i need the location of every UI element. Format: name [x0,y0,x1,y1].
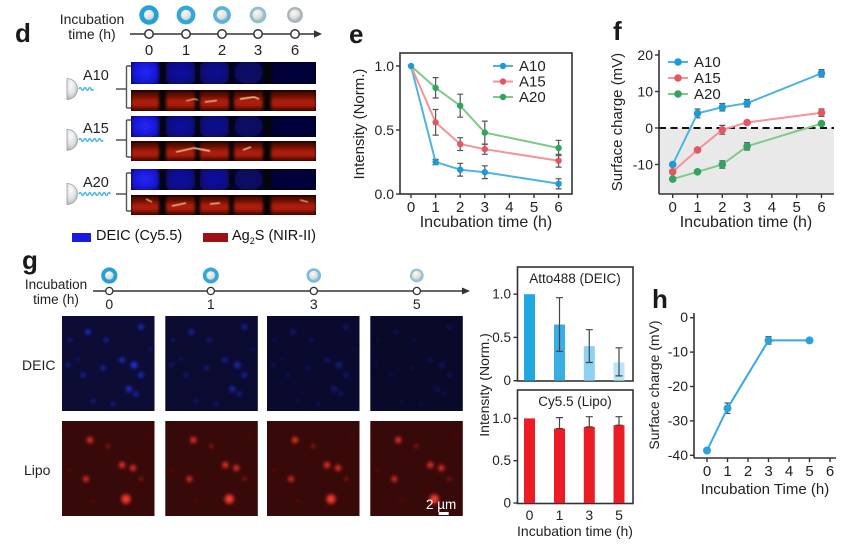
svg-text:-10: -10 [668,344,688,360]
svg-text:0: 0 [669,199,677,216]
svg-text:4: 4 [785,463,793,480]
svg-text:2: 2 [456,199,464,216]
svg-text:1: 1 [556,507,564,523]
svg-text:2 µm: 2 µm [426,497,456,512]
svg-text:1: 1 [207,296,215,312]
svg-text:0: 0 [526,507,534,523]
svg-text:0.5: 0.5 [375,122,395,138]
svg-text:0.5: 0.5 [492,453,511,468]
svg-text:3: 3 [743,199,751,216]
svg-text:5: 5 [413,296,421,312]
svg-text:10: 10 [637,84,653,100]
svg-text:5: 5 [805,463,813,480]
svg-text:20: 20 [637,47,653,63]
svg-text:A15: A15 [694,70,721,87]
svg-text:Incubation time (h): Incubation time (h) [517,523,633,539]
svg-text:1: 1 [182,42,190,58]
svg-text:1.0: 1.0 [492,287,511,302]
svg-text:A10: A10 [519,58,546,75]
svg-text:Intensity (Norm.): Intensity (Norm.) [480,333,492,436]
svg-text:1.0: 1.0 [375,58,395,74]
svg-text:3: 3 [764,463,772,480]
svg-text:1.0: 1.0 [492,411,511,426]
svg-text:-30: -30 [668,412,688,428]
svg-text:1: 1 [723,463,731,480]
svg-text:A10: A10 [694,54,721,71]
svg-text:1: 1 [693,199,701,216]
svg-text:0: 0 [407,199,415,216]
svg-text:Intensity (Norm.): Intensity (Norm.) [351,69,368,180]
svg-text:A20: A20 [694,86,721,103]
svg-text:3: 3 [585,507,593,523]
svg-text:4: 4 [768,199,776,216]
svg-text:0.5: 0.5 [492,330,511,345]
svg-text:1: 1 [431,199,439,216]
svg-text:A15: A15 [83,121,109,137]
svg-text:6: 6 [826,463,834,480]
svg-text:0: 0 [645,120,653,136]
svg-text:5: 5 [615,507,623,523]
svg-text:A10: A10 [83,68,109,84]
svg-text:0: 0 [105,296,113,312]
svg-text:6: 6 [291,42,299,58]
svg-text:0: 0 [503,496,511,511]
svg-text:2: 2 [218,42,226,58]
svg-text:0: 0 [703,463,711,480]
svg-text:-20: -20 [668,378,688,394]
svg-text:2: 2 [744,463,752,480]
svg-text:2: 2 [718,199,726,216]
svg-text:Cy5.5 (Lipo): Cy5.5 (Lipo) [538,394,612,409]
svg-text:-10: -10 [633,157,653,173]
svg-text:Incubation time (h): Incubation time (h) [420,214,553,231]
svg-text:0: 0 [503,373,511,388]
svg-text:Surface charge (mV): Surface charge (mV) [646,320,662,449]
svg-text:Incubation time (h): Incubation time (h) [680,214,813,231]
svg-text:0: 0 [145,42,153,58]
svg-text:A15: A15 [519,74,546,91]
svg-text:3: 3 [254,42,262,58]
svg-text:-40: -40 [668,447,688,463]
svg-text:A20: A20 [83,175,109,191]
svg-text:5: 5 [793,199,801,216]
svg-text:0.0: 0.0 [375,186,395,202]
svg-text:3: 3 [481,199,489,216]
svg-text:0: 0 [680,309,688,325]
svg-text:A20: A20 [519,89,546,106]
svg-text:Atto488 (DEIC): Atto488 (DEIC) [529,271,621,286]
svg-text:5: 5 [530,199,538,216]
svg-text:6: 6 [817,199,825,216]
svg-text:6: 6 [554,199,562,216]
svg-text:Incubation Time (h): Incubation Time (h) [701,481,829,498]
svg-text:Surface charge (mV): Surface charge (mV) [609,53,626,191]
svg-text:4: 4 [505,199,513,216]
svg-text:3: 3 [310,296,318,312]
